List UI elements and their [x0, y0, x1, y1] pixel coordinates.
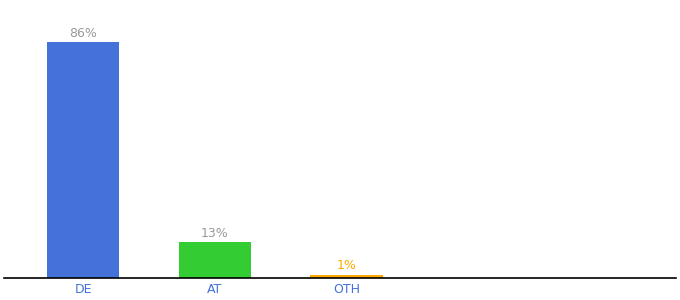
Bar [310, 275, 383, 278]
Text: 13%: 13% [201, 226, 228, 240]
Bar [179, 242, 251, 278]
Text: 1%: 1% [337, 260, 356, 272]
Bar [47, 43, 120, 278]
Text: 86%: 86% [69, 27, 97, 40]
